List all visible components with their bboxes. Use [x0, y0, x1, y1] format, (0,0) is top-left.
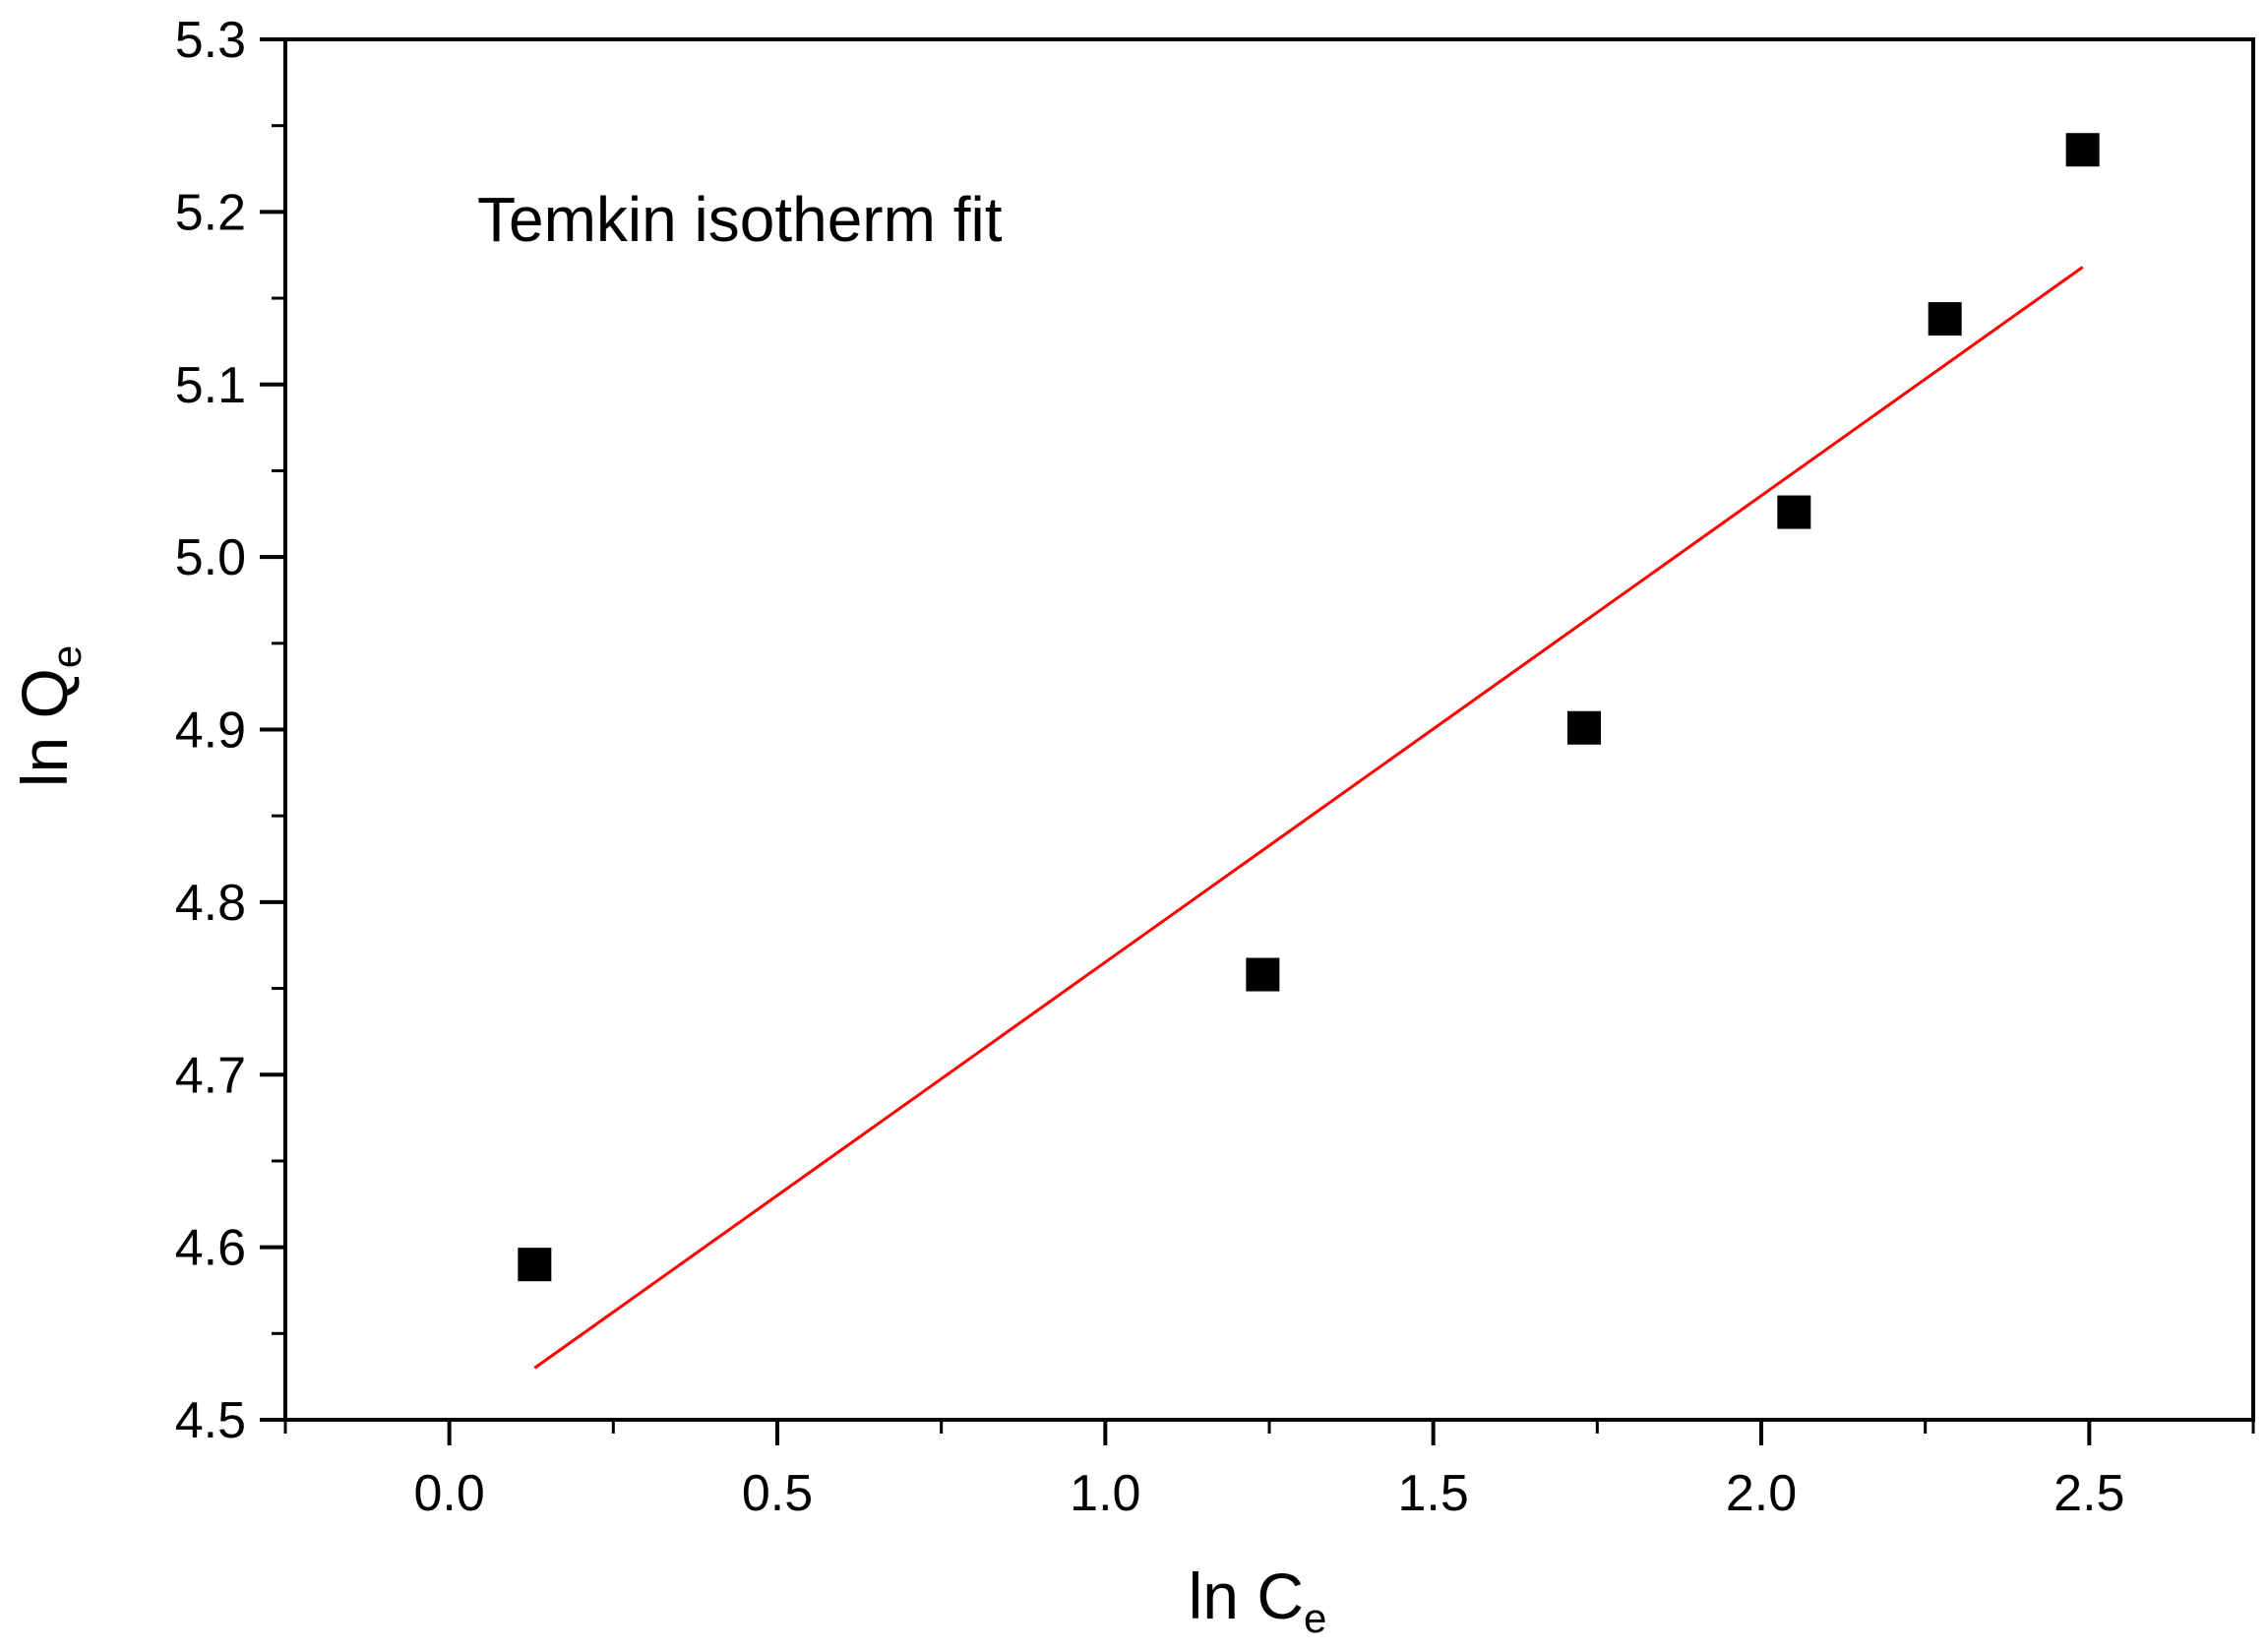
- data-point: [1777, 495, 1811, 529]
- data-point: [518, 1248, 552, 1282]
- y-tick-label: 5.2: [175, 184, 246, 241]
- y-tick-label: 5.0: [175, 529, 246, 586]
- x-axis-label-main: ln C: [1189, 1559, 1304, 1632]
- x-axis-label: ln Ce: [1189, 1559, 1327, 1641]
- x-axis-ticks: 0.0 0.5 1.0 1.5 2.0 2.5: [283, 1420, 2255, 1522]
- x-tick-label: 2.0: [1726, 1465, 1797, 1522]
- data-point: [1246, 957, 1280, 992]
- chart-annotation: Temkin isotherm fit: [477, 184, 1003, 255]
- y-tick-label: 5.3: [175, 12, 246, 69]
- y-axis-label: ln Qe: [8, 645, 90, 787]
- y-axis-label-main: ln Q: [8, 668, 81, 787]
- x-tick-label: 1.5: [1398, 1465, 1469, 1522]
- data-points-layer: [518, 133, 2100, 1282]
- y-tick-label: 4.6: [175, 1220, 246, 1277]
- y-tick-label: 4.9: [175, 703, 246, 760]
- y-tick-label: 4.8: [175, 875, 246, 932]
- data-point: [1567, 710, 1601, 745]
- y-tick-label: 4.5: [175, 1392, 246, 1449]
- y-tick-label: 5.1: [175, 357, 246, 414]
- y-tick-label: 4.7: [175, 1047, 246, 1104]
- x-tick-label: 0.5: [742, 1465, 813, 1522]
- x-tick-label: 0.0: [414, 1465, 485, 1522]
- x-tick-label: 1.0: [1070, 1465, 1140, 1522]
- data-point: [2065, 133, 2100, 167]
- y-axis-ticks: 4.5 4.6 4.7 4.8 4.9 5.0 5.1 5.2 5.3: [175, 12, 285, 1449]
- data-point: [1928, 302, 1962, 336]
- x-axis-label-sub: e: [1304, 1595, 1326, 1641]
- y-axis-label-sub: e: [43, 645, 90, 668]
- fit-line: [533, 266, 2084, 1370]
- x-tick-label: 2.5: [2053, 1465, 2124, 1522]
- fit-line-layer: [533, 266, 2084, 1370]
